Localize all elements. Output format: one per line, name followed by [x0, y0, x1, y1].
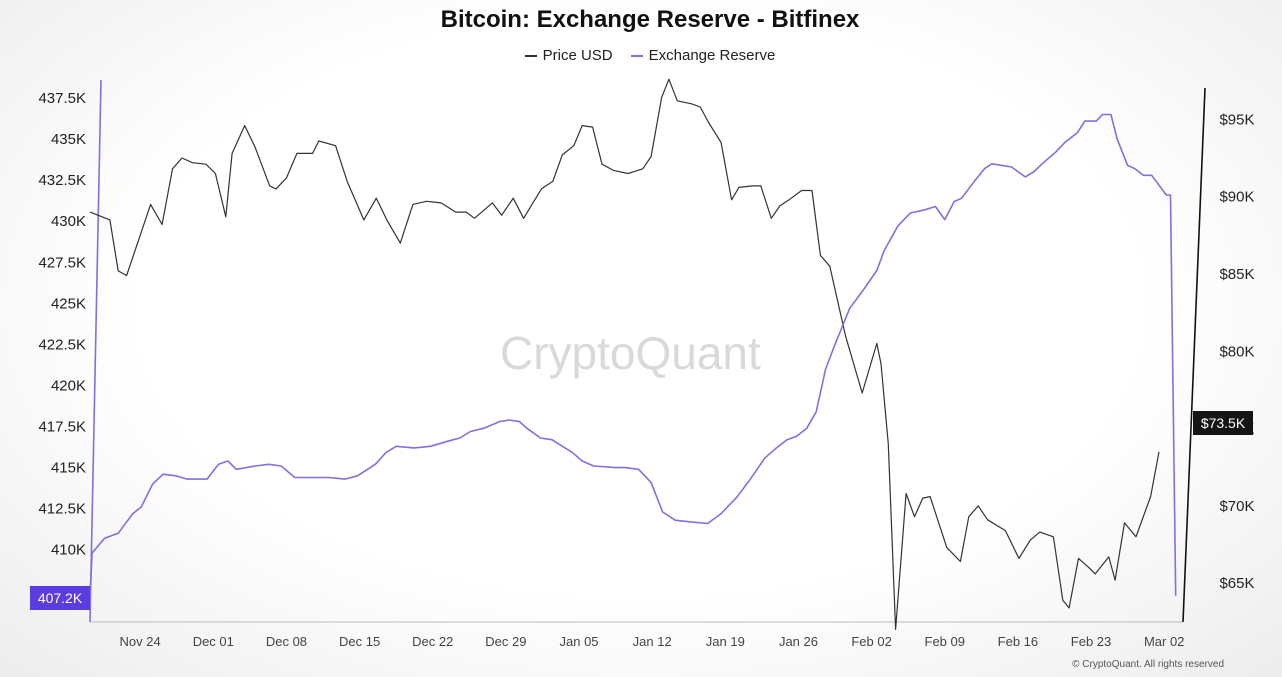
legend-item-price[interactable]: Price USD [524, 47, 613, 64]
x-tick-label: Jan 19 [706, 634, 745, 649]
x-tick-label: Feb 02 [851, 634, 891, 649]
right-axis-line [1182, 87, 1206, 623]
right-tick-label: $95K [1219, 111, 1254, 128]
left-tick-label: 410K [51, 542, 86, 559]
left-tick-label: 422.5K [38, 336, 86, 353]
reserve-current-badge: 407.2K [30, 586, 90, 610]
right-tick-label: $65K [1219, 575, 1254, 592]
left-tick-label: 432.5K [38, 172, 86, 189]
legend-item-reserve[interactable]: Exchange Reserve [630, 47, 776, 64]
left-tick-label: 412.5K [38, 501, 86, 518]
x-tick-label: Mar 02 [1144, 634, 1184, 649]
right-tick-label: $90K [1219, 189, 1254, 206]
left-tick-label: 425K [51, 295, 86, 312]
watermark: CryptoQuant [500, 327, 761, 379]
series-line-exchange-reserve[interactable] [89, 113, 1177, 596]
x-tick-label: Dec 15 [339, 634, 380, 649]
left-tick-label: 417.5K [38, 419, 86, 436]
x-tick-label: Jan 05 [560, 634, 599, 649]
x-tick-label: Feb 09 [925, 634, 965, 649]
x-tick-label: Feb 23 [1071, 634, 1111, 649]
x-tick-label: Dec 01 [193, 634, 234, 649]
x-tick-label: Jan 12 [633, 634, 672, 649]
legend-label-price: Price USD [542, 47, 613, 64]
x-tick-label: Jan 26 [779, 634, 818, 649]
legend-label-reserve: Exchange Reserve [648, 47, 776, 64]
chart-title: Bitcoin: Exchange Reserve - Bitfinex [440, 6, 860, 33]
right-tick-label: $85K [1219, 266, 1254, 283]
legend: Price USD Exchange Reserve [0, 47, 1282, 64]
legend-swatch-reserve [630, 54, 643, 57]
left-tick-label: 420K [51, 377, 86, 394]
x-tick-label: Dec 22 [412, 634, 453, 649]
x-tick-label: Dec 29 [485, 634, 526, 649]
left-axis-line [89, 79, 102, 623]
legend-swatch-price [524, 54, 537, 57]
right-tick-label: $70K [1219, 498, 1254, 515]
x-tick-label: Feb 16 [998, 634, 1038, 649]
x-tick-label: Dec 08 [266, 634, 307, 649]
series-line-price-usd[interactable] [89, 78, 1160, 631]
left-tick-label: 430K [51, 213, 86, 230]
left-tick-label: 435K [51, 131, 86, 148]
left-tick-label: 427.5K [38, 254, 86, 271]
price-current-badge: $73.5K [1193, 411, 1253, 435]
copyright-notice: © CryptoQuant. All rights reserved [1072, 659, 1224, 670]
x-tick-label: Nov 24 [120, 634, 161, 649]
left-tick-label: 437.5K [38, 90, 86, 107]
left-tick-label: 415K [51, 460, 86, 477]
right-tick-label: $80K [1219, 343, 1254, 360]
